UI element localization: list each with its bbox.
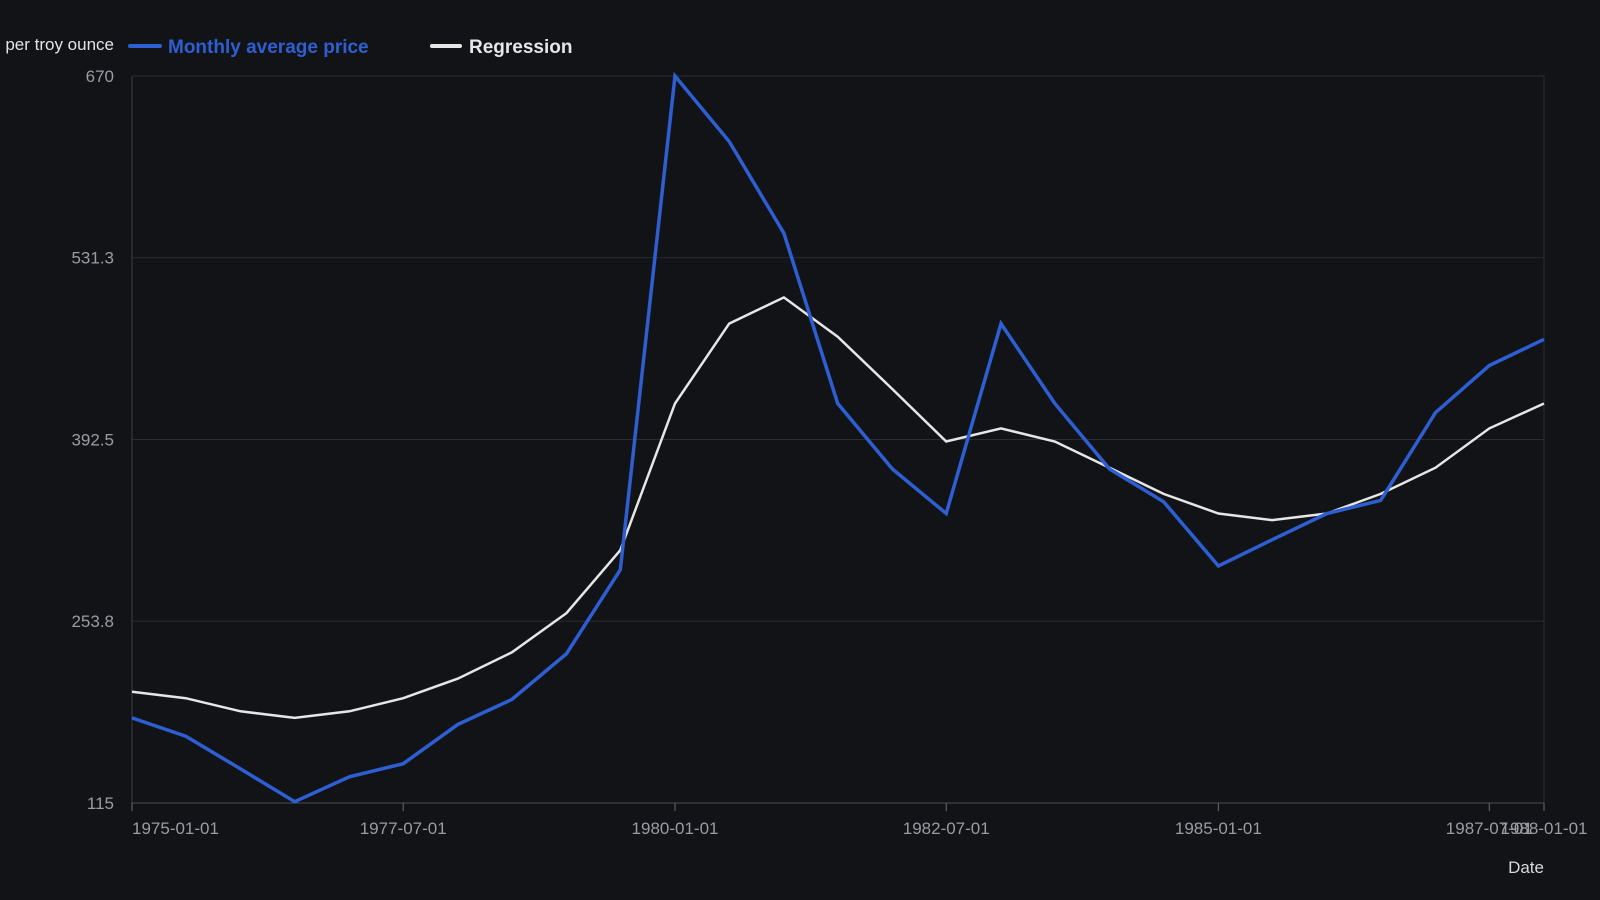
axis-layer: 115 253.8 392.5 531.3 670 1975-01-01 1977-07-0… (71, 67, 1587, 838)
y-tick-label: 670 (86, 67, 114, 86)
legend-label-monthly-average-price: Monthly average price (168, 37, 369, 58)
x-tick-label: 1975-01-01 (132, 819, 219, 838)
legend: Monthly average price Regression (128, 37, 572, 58)
series-layer (131, 71, 1545, 804)
y-tick-label: 253.8 (71, 612, 114, 631)
y-tick-label: 115 (87, 794, 114, 813)
series-line-monthly-average-price[interactable] (131, 71, 1545, 804)
x-tick-label: 1987-07-01 (1446, 819, 1533, 838)
x-tick-label: 1985-01-01 (1175, 819, 1262, 838)
x-tick-label: 1977-07-01 (360, 819, 447, 838)
legend-item-regression[interactable]: Regression (430, 37, 572, 58)
y-axis-title: per troy ounce (5, 35, 114, 54)
y-tick-label: 392.5 (71, 431, 114, 450)
legend-label-regression: Regression (469, 37, 572, 58)
x-tick-label: 1980-01-01 (632, 819, 719, 838)
x-tick-label: 1988-01-01 (1501, 819, 1588, 838)
grid-layer (132, 75, 1545, 804)
x-tick-label: 1982-07-01 (903, 819, 990, 838)
legend-item-monthly-average-price[interactable]: Monthly average price (128, 37, 369, 58)
series-line-regression[interactable] (131, 295, 1545, 720)
y-tick-label: 531.3 (71, 249, 114, 268)
x-axis-title: Date (1508, 858, 1544, 877)
